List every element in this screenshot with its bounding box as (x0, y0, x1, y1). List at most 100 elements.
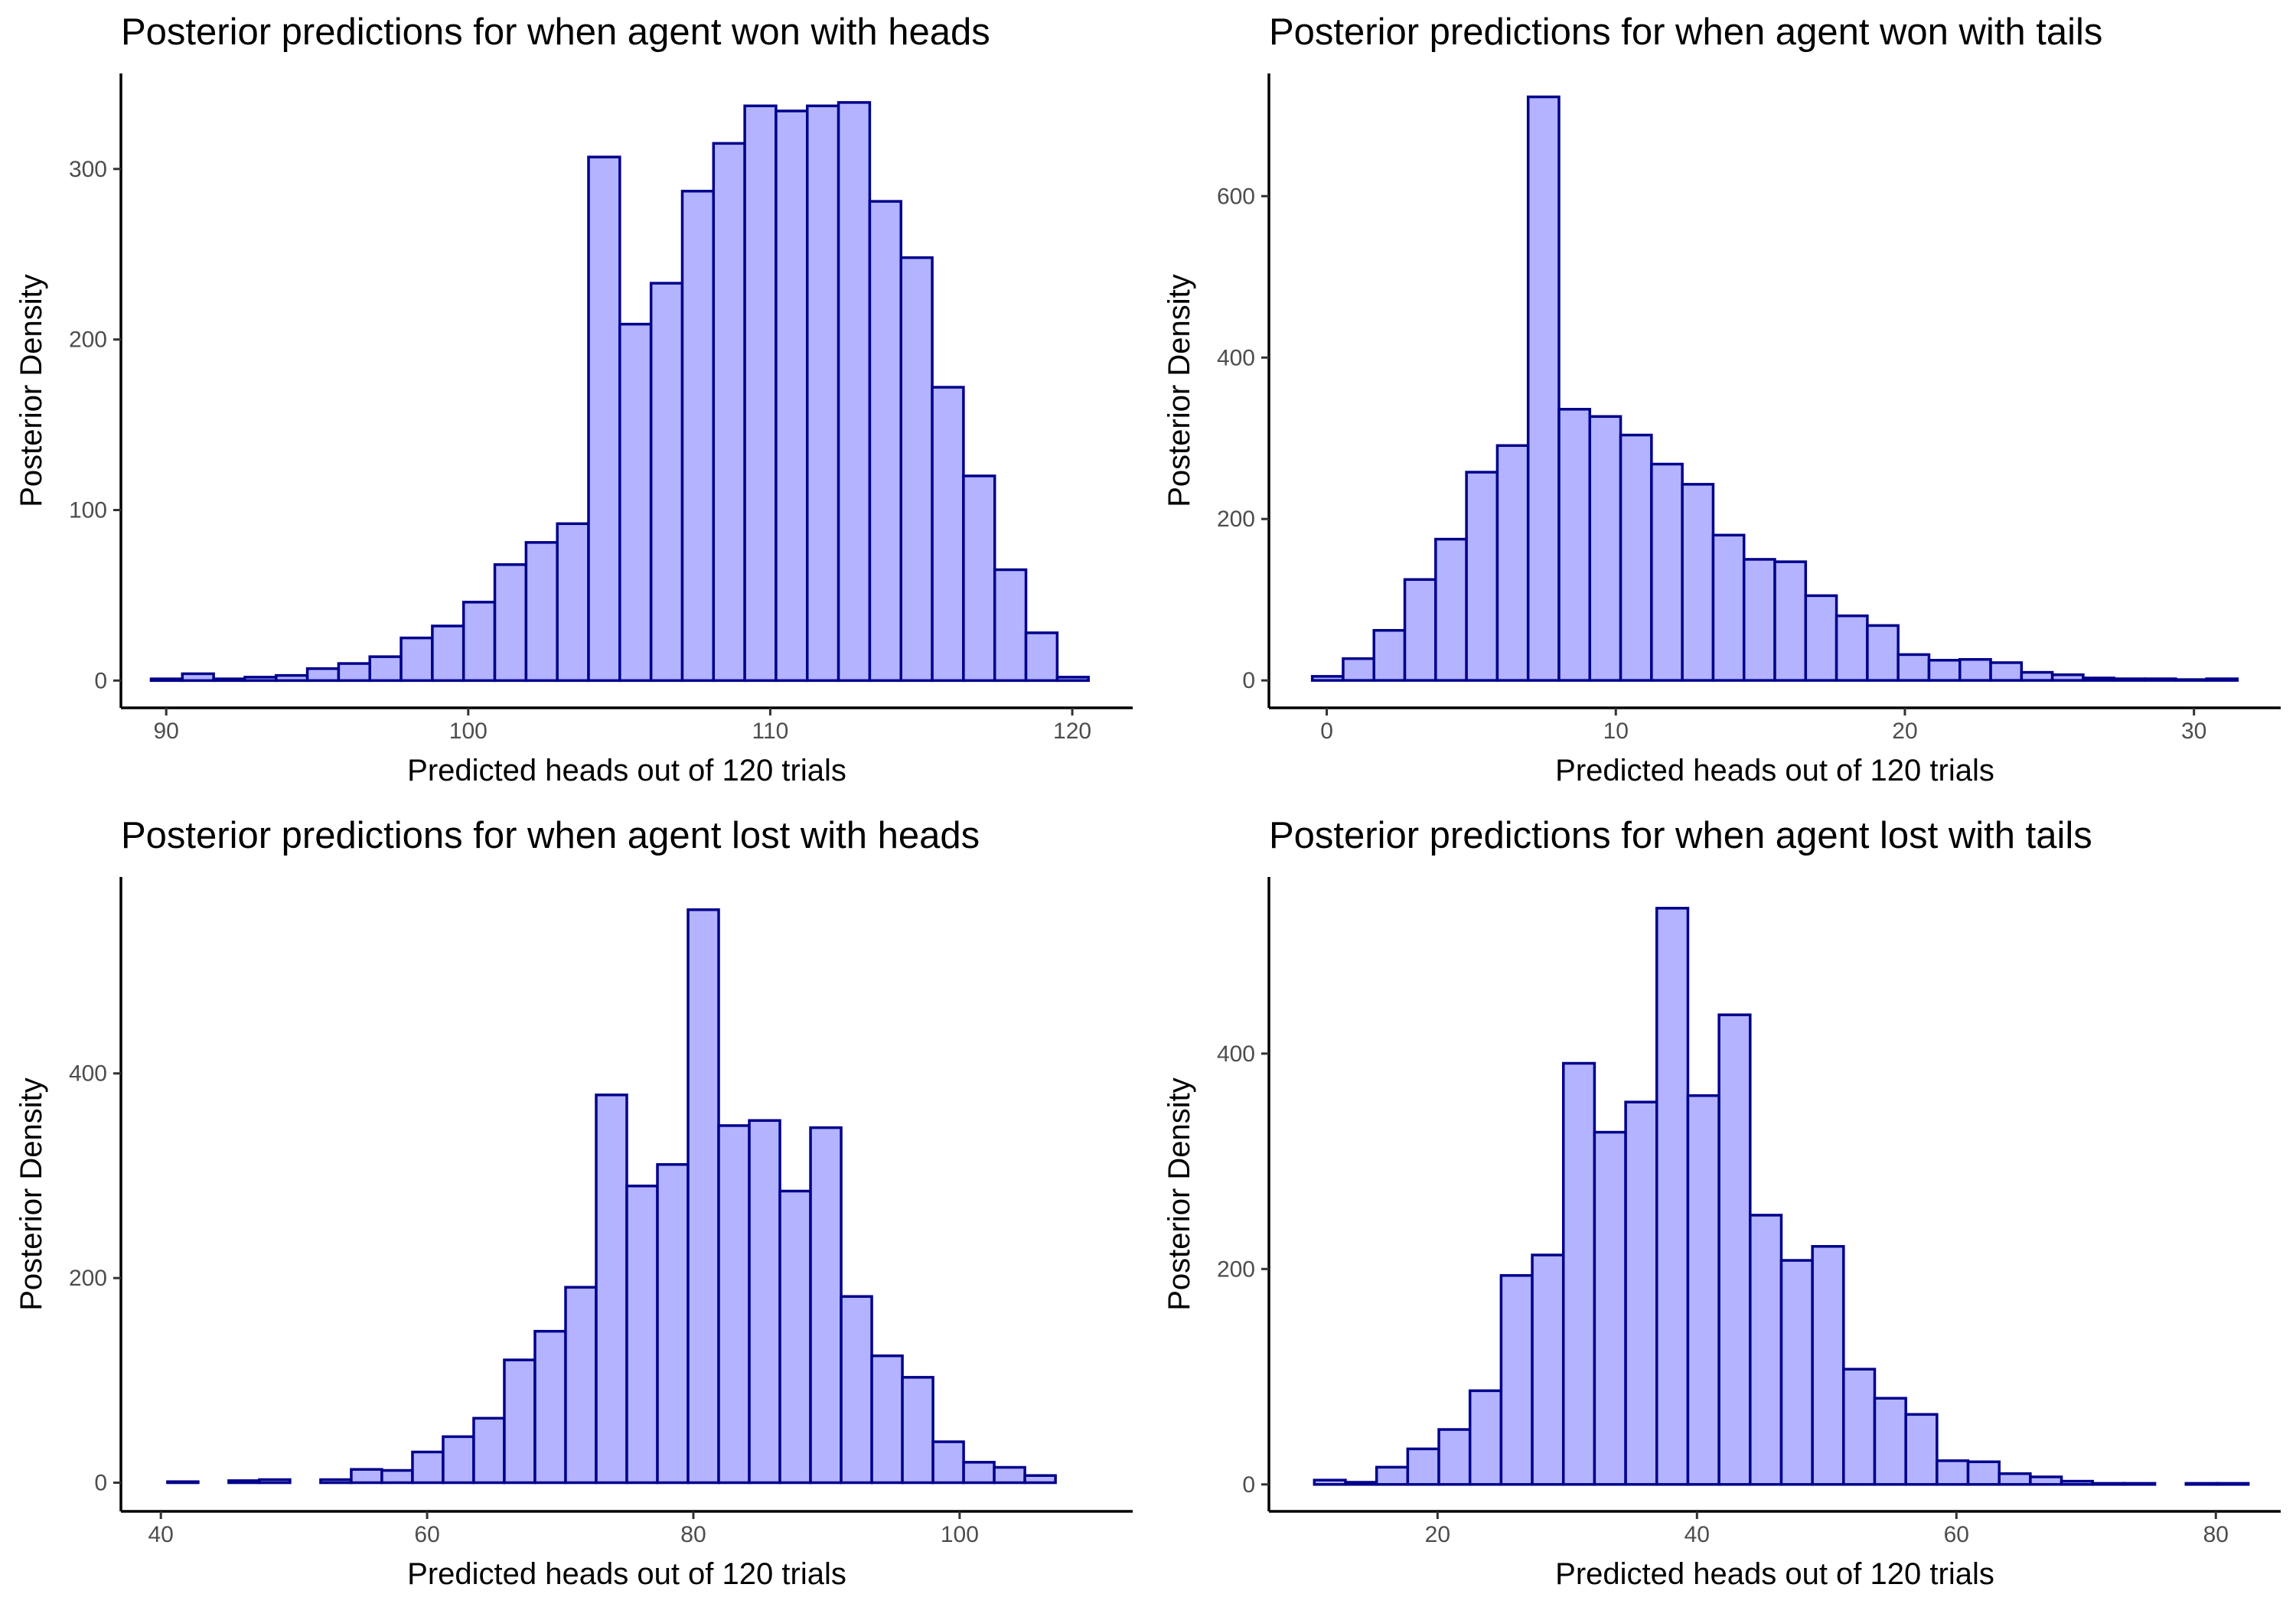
y-tick-label: 200 (1217, 1257, 1255, 1282)
histogram-bar (1372, 628, 1407, 682)
axes: 90 100 110 120 0 100 200 300 (69, 73, 1133, 744)
y-tick-label: 200 (69, 1266, 107, 1291)
histogram-bar (1531, 1253, 1565, 1486)
x-axis-label: Predicted heads out of 120 trials (1555, 1557, 1994, 1591)
histogram-bar (809, 1126, 843, 1485)
y-tick-label: 200 (69, 328, 107, 353)
histogram-bar (901, 1376, 934, 1485)
histogram-bar (1468, 1389, 1503, 1486)
y-tick-label: 400 (1217, 345, 1255, 370)
histogram-bar (1403, 578, 1437, 682)
histogram-bar (625, 1185, 659, 1485)
histogram-bar (1310, 675, 1345, 682)
histogram-bar (533, 1329, 567, 1485)
y-tick-label: 400 (1217, 1041, 1255, 1067)
histogram-bar (181, 672, 215, 683)
histogram-bar (2050, 673, 2085, 682)
histogram-bar (1499, 1274, 1534, 1486)
histogram-bar (350, 1468, 383, 1485)
panel-won-tails: Posterior predictions for when agent won… (1163, 11, 2281, 787)
x-tick-label: 100 (449, 719, 488, 744)
x-tick-label: 120 (1053, 719, 1091, 744)
x-tick-label: 110 (752, 719, 789, 744)
histogram-bar (400, 636, 434, 683)
histogram-bar (1811, 1245, 1845, 1486)
histogram-bar (931, 386, 965, 683)
histogram-bar (431, 624, 465, 683)
histogram-bar (1686, 1094, 1720, 1486)
histogram-bar (840, 1295, 873, 1485)
histogram-bar (212, 677, 246, 683)
histogram-bar (337, 662, 371, 683)
histogram-bar (2216, 1482, 2250, 1486)
histogram-bar (1742, 558, 1776, 682)
histogram-bars (166, 908, 1057, 1485)
histogram-bar (2029, 1475, 2063, 1486)
x-tick-label: 60 (414, 1522, 439, 1547)
y-tick-label: 0 (1242, 668, 1255, 693)
y-tick-label: 0 (1242, 1472, 1255, 1498)
histogram-bar (1650, 462, 1684, 682)
histogram-bar (1966, 1460, 2001, 1486)
x-tick-label: 90 (154, 719, 179, 744)
histogram-bar (868, 200, 902, 683)
histogram-bar (837, 101, 872, 683)
histogram-bar (442, 1435, 475, 1485)
histogram-bar (2082, 676, 2115, 682)
histogram-bar (1495, 444, 1530, 682)
y-axis-label: Posterior Density (1163, 274, 1196, 507)
histogram-bar (461, 601, 497, 683)
histogram-bar (1344, 1481, 1378, 1486)
histogram-bar (680, 190, 716, 683)
histogram-bar (1593, 1130, 1627, 1486)
histogram-bar (1024, 631, 1059, 683)
histogram-bar (1526, 95, 1561, 682)
x-tick-label: 0 (1320, 719, 1333, 744)
histogram-bar (1557, 408, 1592, 682)
histogram-bar (1342, 657, 1375, 682)
histogram-bar (1773, 560, 1808, 682)
histogram-bar (1711, 533, 1746, 682)
histogram-bar (556, 522, 590, 683)
histogram-bar (1437, 1428, 1472, 1486)
histogram-bar (962, 474, 996, 683)
histogram-bar (2122, 1482, 2157, 1486)
histogram-bar (305, 667, 341, 683)
y-tick-label: 100 (69, 497, 107, 523)
histogram-bar (1958, 657, 1992, 682)
histogram-bar (1655, 907, 1690, 1486)
x-tick-label: 80 (680, 1522, 706, 1547)
histogram-bar (1406, 1447, 1440, 1486)
histogram-bar (2205, 677, 2239, 682)
histogram-bar (656, 1162, 690, 1485)
histogram-bar (2060, 1479, 2094, 1486)
histogram-bar (1055, 676, 1090, 683)
histogram-bar (2143, 677, 2177, 682)
histogram-bar (1804, 594, 1838, 682)
chart-title: Posterior predictions for when agent los… (1269, 815, 2092, 856)
x-tick-label: 60 (1944, 1522, 1969, 1547)
axes: 40 60 80 100 0 200 400 (69, 877, 1133, 1547)
x-axis-label: Predicted heads out of 120 trials (1555, 754, 1994, 787)
y-tick-label: 0 (94, 668, 107, 693)
histogram-bar (717, 1124, 751, 1485)
histogram-bar (411, 1450, 445, 1485)
histogram-bar (503, 1358, 536, 1485)
chart-title: Posterior predictions for when agent won… (1269, 11, 2102, 53)
histogram-bar (649, 282, 684, 683)
y-tick-label: 300 (69, 157, 107, 182)
histogram-bar (2184, 1482, 2219, 1486)
histogram-bar (1749, 1214, 1783, 1486)
histogram-bars (1310, 95, 2239, 682)
panel-lost-tails: Posterior predictions for when agent los… (1163, 815, 2281, 1591)
histogram-bar (618, 322, 653, 683)
x-tick-label: 30 (2181, 719, 2206, 744)
histogram-bar (2020, 670, 2054, 682)
axes: 0 10 20 30 0 200 400 600 (1217, 73, 2281, 744)
histogram-bar (1779, 1259, 1814, 1486)
histogram-bar (1896, 653, 1931, 682)
x-tick-label: 20 (1892, 719, 1917, 744)
panel-lost-heads: Posterior predictions for when agent los… (15, 815, 1133, 1591)
axes: 20 40 60 80 0 200 400 (1217, 877, 2281, 1547)
histogram-bar (1989, 661, 2024, 682)
